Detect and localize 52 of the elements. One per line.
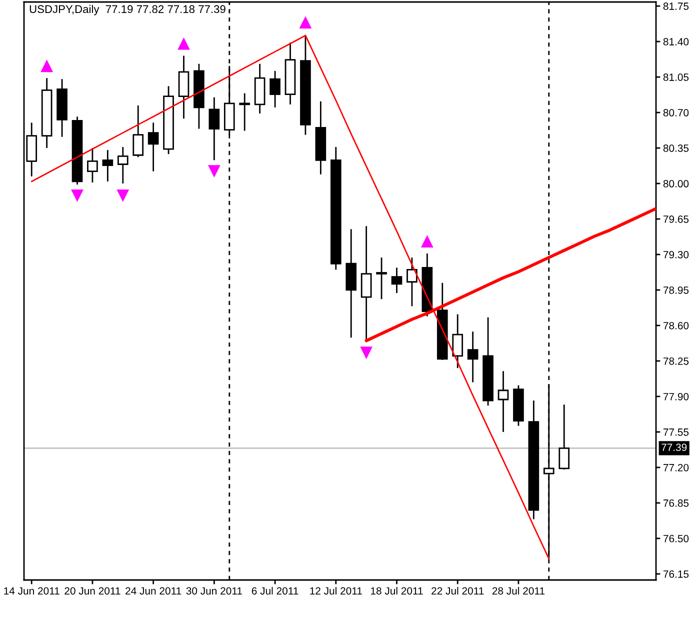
y-tick-label: 80.00 [663, 180, 689, 188]
y-tick-label: 81.40 [663, 38, 689, 46]
y-tick-label: 81.75 [663, 2, 689, 10]
point [360, 346, 373, 360]
x-tick-label: 18 Jul 2011 [371, 586, 423, 595]
point [116, 189, 130, 202]
x-tick-label: 24 Jun 2011 [126, 587, 182, 595]
point [71, 189, 84, 202]
candlestick [239, 92, 250, 132]
y-tick-label: 79.30 [663, 250, 689, 258]
y-tick-label: 80.70 [663, 109, 689, 116]
y-tick-label: 77.55 [663, 428, 689, 436]
candlestick [87, 147, 98, 184]
candlestick [270, 70, 280, 108]
candlestick [376, 256, 387, 300]
candlestick [117, 146, 128, 184]
ref-line-label: 77.39 [662, 444, 687, 451]
y-tick-label: 78.60 [663, 322, 689, 330]
candlestick [208, 96, 220, 161]
x-tick-label: 22 Jul 2011 [432, 586, 484, 595]
candlestick [498, 370, 509, 433]
candlestick [132, 104, 144, 158]
x-tick-label: 6 Jul 2011 [252, 586, 298, 595]
x-tick-label: 12 Jul 2011 [310, 586, 362, 595]
y-tick-label: 78.95 [663, 286, 689, 294]
candlestick [391, 266, 402, 294]
x-tick-label: 20 Jun 2011 [64, 587, 120, 595]
y-tick-label: 77.20 [663, 464, 689, 472]
candlestick [360, 225, 372, 342]
point [299, 16, 312, 28]
y-tick-label: 76.85 [663, 499, 689, 507]
candlestick [452, 314, 464, 369]
candlestick [558, 404, 570, 470]
y-tick-label: 77.90 [663, 392, 689, 400]
x-tick-label: 28 Jul 2011 [492, 586, 545, 595]
candlestick [467, 330, 478, 383]
y-tick-label: 79.65 [663, 216, 689, 223]
point [420, 235, 434, 248]
point [208, 165, 220, 178]
y-tick-label: 81.05 [663, 74, 689, 81]
candlestick [102, 149, 114, 182]
candlestick [406, 256, 418, 307]
y-tick-label: 80.35 [663, 144, 689, 152]
point [40, 60, 54, 72]
y-tick-label: 76.15 [663, 570, 689, 578]
chart-title: USDJPY,Daily 77.19 77.82 77.18 77.39 [30, 4, 226, 16]
x-tick-label: 30 Jun 2011 [186, 587, 242, 595]
y-tick-label: 76.50 [663, 534, 689, 542]
point [178, 37, 190, 50]
y-tick-label: 78.25 [663, 357, 689, 365]
x-tick-label: 14 Jun 2011 [4, 587, 60, 595]
candlestick [148, 122, 159, 172]
